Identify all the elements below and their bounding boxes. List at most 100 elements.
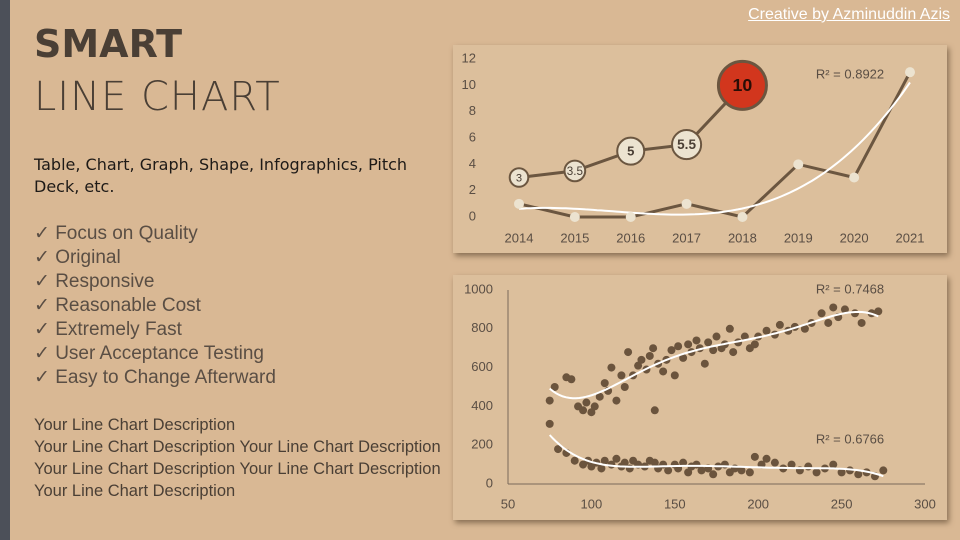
x-tick-label: 2018: [728, 230, 757, 245]
feature-list: ✓ Focus on Quality ✓ Original ✓ Responsive…: [34, 222, 276, 390]
point: [775, 320, 784, 329]
bubble: [616, 136, 646, 166]
point: [740, 332, 749, 341]
point: [817, 309, 826, 318]
point: [840, 305, 849, 314]
feature: ✓ Focus on Quality: [34, 223, 198, 244]
point: [664, 466, 673, 475]
data-label: 5: [627, 144, 634, 159]
y-tick-label: 800: [471, 320, 493, 335]
point: [787, 460, 796, 469]
data-label: 10: [733, 75, 753, 95]
point: [729, 348, 738, 357]
bubble: [563, 159, 587, 183]
point: [617, 371, 626, 380]
feature: ✓ Reasonable Cost: [34, 295, 201, 316]
point: [905, 67, 915, 78]
point: [804, 462, 813, 471]
point: [829, 303, 838, 312]
point: [670, 371, 679, 380]
x-tick-label: 2017: [672, 230, 701, 245]
point: [745, 468, 754, 477]
feature: ✓ Extremely Fast: [34, 319, 182, 340]
point: [600, 379, 609, 388]
y-tick-label: 1000: [464, 281, 493, 296]
trendline: [518, 81, 911, 216]
point: [650, 406, 659, 415]
point: [704, 338, 713, 347]
x-tick-label: 2016: [616, 230, 645, 245]
point: [595, 392, 604, 401]
point: [750, 452, 759, 461]
credit-link[interactable]: Creative by Azminuddin Azis: [748, 6, 950, 23]
point: [850, 309, 859, 318]
y-tick-label: 6: [469, 129, 476, 144]
trendline: [548, 434, 884, 478]
annotation: R² = 0.6766: [816, 431, 884, 446]
point: [597, 464, 606, 473]
point: [874, 307, 883, 316]
point: [620, 458, 629, 467]
point: [582, 398, 591, 407]
point: [612, 454, 621, 463]
annotation: R² = 0.7468: [816, 281, 884, 296]
point: [637, 355, 646, 364]
bubble: [671, 129, 703, 161]
point: [854, 470, 863, 479]
point: [674, 342, 683, 351]
point: [725, 324, 734, 333]
trendline: [549, 310, 879, 400]
data-label: 5.5: [677, 137, 696, 152]
point: [712, 332, 721, 341]
series-line: [518, 71, 912, 219]
point: [567, 375, 576, 384]
point: [770, 458, 779, 467]
title: SMART: [34, 22, 183, 66]
point: [679, 458, 688, 467]
point: [659, 367, 668, 376]
y-tick-label: 10: [462, 77, 476, 92]
y-tick-label: 12: [462, 50, 476, 65]
description-title: Your Line Chart Description: [34, 416, 236, 434]
feature: ✓ User Acceptance Testing: [34, 343, 264, 364]
x-tick-label: 2014: [505, 230, 534, 245]
annotation: R² = 0.8922: [816, 66, 884, 81]
point: [600, 456, 609, 465]
point: [750, 340, 759, 349]
point: [667, 346, 676, 355]
y-tick-label: 600: [471, 359, 493, 374]
point: [762, 454, 771, 463]
x-tick-label: 2020: [840, 230, 869, 245]
x-tick-label: 200: [747, 496, 769, 511]
point: [645, 351, 654, 360]
point: [587, 408, 596, 417]
bubble: [508, 167, 530, 188]
point: [824, 318, 833, 327]
point: [697, 466, 706, 475]
y-tick-label: 400: [471, 398, 493, 413]
intro: Table, Chart, Graph, Shape, Infographics…: [34, 155, 408, 196]
description: Your Line Chart Description Your Line Ch…: [34, 414, 449, 502]
point: [569, 212, 580, 222]
point: [837, 468, 846, 477]
bubble: [716, 59, 768, 111]
x-tick-label: 150: [664, 496, 686, 511]
point: [692, 336, 701, 345]
side-strip: [0, 0, 10, 540]
point: [545, 419, 554, 428]
x-tick-label: 250: [831, 496, 853, 511]
y-tick-label: 0: [469, 208, 476, 223]
y-tick-label: 200: [471, 437, 493, 452]
point: [550, 383, 559, 391]
point: [709, 346, 718, 355]
x-tick-label: 50: [501, 496, 515, 511]
point: [554, 445, 563, 454]
y-tick-label: 4: [469, 156, 476, 171]
point: [684, 340, 693, 349]
x-tick-label: 2015: [560, 230, 589, 245]
point: [762, 326, 771, 335]
data-label: 3: [516, 172, 522, 184]
description-body: Your Line Chart Description Your Line Ch…: [34, 438, 441, 500]
point: [579, 406, 588, 415]
